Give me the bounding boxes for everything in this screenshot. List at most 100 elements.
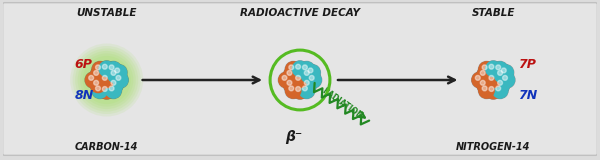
Circle shape (482, 65, 487, 70)
Circle shape (286, 83, 301, 98)
Circle shape (499, 72, 515, 88)
Circle shape (85, 72, 101, 88)
Circle shape (99, 61, 115, 76)
Circle shape (112, 72, 128, 88)
Circle shape (85, 72, 101, 88)
Text: STABLE: STABLE (472, 8, 515, 18)
Text: UNSTABLE: UNSTABLE (76, 8, 137, 18)
Circle shape (493, 83, 508, 98)
Circle shape (287, 80, 292, 85)
Circle shape (497, 80, 503, 85)
Circle shape (108, 77, 123, 93)
Circle shape (98, 83, 115, 99)
Circle shape (106, 62, 121, 77)
Circle shape (94, 70, 98, 75)
Circle shape (493, 62, 508, 77)
Circle shape (480, 80, 485, 85)
Circle shape (485, 83, 502, 99)
Circle shape (494, 77, 509, 93)
Circle shape (289, 86, 294, 91)
Circle shape (502, 68, 506, 73)
Circle shape (106, 83, 122, 99)
Circle shape (299, 61, 315, 77)
Circle shape (285, 61, 301, 77)
Circle shape (103, 75, 107, 80)
Circle shape (299, 83, 314, 98)
Circle shape (503, 75, 508, 80)
Circle shape (292, 61, 308, 76)
Circle shape (477, 77, 492, 93)
Circle shape (90, 77, 106, 93)
Circle shape (485, 72, 502, 88)
Circle shape (284, 67, 299, 83)
Circle shape (99, 84, 115, 99)
Circle shape (497, 70, 503, 75)
Circle shape (496, 65, 500, 70)
Circle shape (91, 67, 106, 83)
Text: CARBON-14: CARBON-14 (75, 142, 139, 152)
Circle shape (485, 61, 501, 76)
Circle shape (475, 75, 480, 80)
Circle shape (305, 65, 320, 80)
Circle shape (98, 61, 115, 77)
Circle shape (477, 67, 492, 83)
Circle shape (489, 75, 494, 80)
Circle shape (111, 65, 127, 81)
Circle shape (92, 62, 107, 77)
Circle shape (308, 68, 313, 73)
Text: 7N: 7N (518, 89, 538, 102)
Circle shape (485, 72, 501, 88)
Circle shape (107, 67, 124, 83)
Circle shape (472, 72, 488, 88)
Circle shape (289, 65, 294, 70)
Circle shape (107, 77, 124, 93)
Circle shape (284, 77, 299, 93)
Circle shape (92, 83, 107, 98)
FancyBboxPatch shape (2, 3, 598, 155)
Circle shape (106, 83, 121, 98)
Circle shape (103, 64, 107, 69)
Circle shape (301, 67, 316, 83)
Circle shape (305, 72, 322, 88)
Circle shape (75, 48, 138, 112)
Circle shape (91, 77, 106, 93)
Circle shape (95, 86, 100, 91)
Circle shape (278, 72, 295, 88)
Circle shape (98, 72, 115, 88)
Circle shape (279, 72, 294, 88)
Circle shape (304, 80, 309, 85)
Circle shape (494, 77, 510, 93)
Circle shape (296, 75, 301, 80)
Circle shape (489, 87, 494, 91)
Circle shape (301, 77, 316, 93)
Circle shape (494, 67, 510, 83)
Circle shape (485, 84, 501, 99)
Circle shape (83, 56, 131, 104)
Circle shape (292, 84, 308, 99)
Circle shape (476, 67, 493, 83)
Circle shape (306, 72, 321, 88)
Circle shape (282, 75, 287, 80)
Circle shape (92, 83, 108, 99)
Circle shape (90, 67, 106, 83)
Text: 8N: 8N (75, 89, 94, 102)
Circle shape (283, 67, 299, 83)
Circle shape (292, 72, 308, 88)
Circle shape (296, 87, 301, 91)
Circle shape (492, 61, 508, 77)
Circle shape (283, 77, 299, 93)
Circle shape (108, 67, 123, 83)
Circle shape (489, 64, 494, 69)
Circle shape (109, 65, 114, 70)
Circle shape (301, 67, 317, 83)
Circle shape (99, 72, 115, 88)
Circle shape (112, 65, 127, 80)
Circle shape (497, 65, 514, 81)
Circle shape (111, 80, 116, 85)
Circle shape (299, 83, 315, 99)
Circle shape (498, 65, 514, 80)
Circle shape (92, 61, 108, 77)
Circle shape (77, 51, 136, 109)
Circle shape (113, 72, 128, 88)
Circle shape (94, 80, 98, 85)
